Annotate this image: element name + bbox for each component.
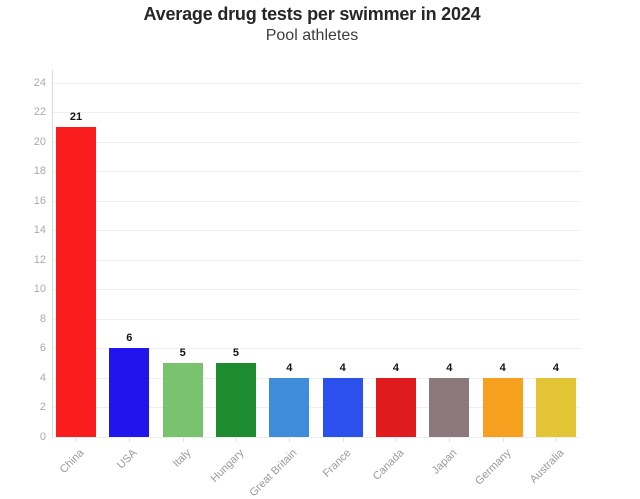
y-tick-label: 6 [39, 342, 46, 354]
bar-japan [429, 377, 470, 437]
x-tick [502, 437, 504, 442]
y-tick-label: 18 [33, 165, 46, 177]
gridline [52, 259, 580, 261]
gridline [52, 230, 580, 231]
chart-subtitle: Pool athletes [265, 27, 359, 44]
bar-france [322, 377, 363, 437]
gridline [52, 348, 580, 349]
y-tick-label: 24 [33, 76, 46, 89]
x-tick [182, 437, 184, 442]
bar-value-label: 4 [552, 361, 560, 374]
y-tick-label: 14 [33, 224, 46, 236]
chart-title: Average drug tests per swimmer in 2024 [143, 4, 481, 24]
y-tick-label: 12 [33, 253, 46, 266]
gridline [52, 141, 580, 143]
x-tick-label: China [57, 446, 87, 476]
x-tick [342, 437, 344, 442]
bar-canada [375, 377, 416, 437]
x-tick [129, 437, 131, 442]
x-tick [289, 437, 291, 442]
gridline [52, 289, 580, 290]
y-tick-label: 22 [33, 106, 46, 118]
y-tick-label: 8 [39, 312, 46, 325]
bar-china [56, 126, 96, 437]
bar-great-britain [269, 377, 310, 437]
x-tick [235, 437, 237, 442]
bar-italy [162, 362, 203, 437]
bar-hungary [215, 362, 256, 437]
gridline [52, 407, 580, 408]
y-tick-label: 20 [33, 135, 46, 148]
x-tick [395, 437, 397, 442]
bar-value-label: 4 [339, 361, 346, 374]
gridline [52, 200, 580, 202]
gridline [52, 436, 580, 438]
bar-value-label: 21 [69, 110, 83, 123]
y-tick-label: 10 [33, 283, 46, 295]
x-tick [449, 437, 451, 442]
gridline [52, 112, 580, 113]
y-tick-label: 2 [39, 401, 46, 413]
gridline [52, 82, 580, 84]
bar-value-label: 5 [232, 346, 240, 359]
bar-value-label: 5 [179, 346, 186, 359]
bar-value-label: 4 [392, 361, 400, 374]
y-axis-line [52, 70, 53, 438]
bar-usa [109, 348, 150, 437]
gridline [52, 171, 580, 172]
bar-germany [482, 377, 523, 437]
bar-value-label: 4 [446, 361, 453, 374]
bar-australia [535, 377, 576, 437]
gridline [52, 318, 580, 320]
gridline [52, 377, 580, 379]
bar-value-label: 4 [499, 361, 506, 374]
x-tick [555, 437, 557, 442]
bar-value-label: 6 [126, 332, 133, 344]
x-tick [76, 437, 77, 442]
y-tick-label: 4 [39, 371, 46, 384]
y-tick-label: 0 [39, 430, 46, 443]
y-tick-label: 16 [33, 194, 46, 207]
bar-value-label: 4 [286, 361, 293, 374]
